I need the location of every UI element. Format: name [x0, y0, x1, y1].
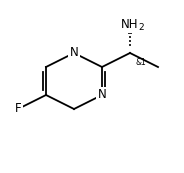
Text: N: N: [98, 89, 106, 102]
Text: F: F: [15, 102, 21, 116]
Text: N: N: [70, 47, 78, 60]
Text: NH: NH: [121, 19, 139, 31]
Text: &1: &1: [135, 58, 146, 67]
Text: 2: 2: [138, 22, 144, 31]
